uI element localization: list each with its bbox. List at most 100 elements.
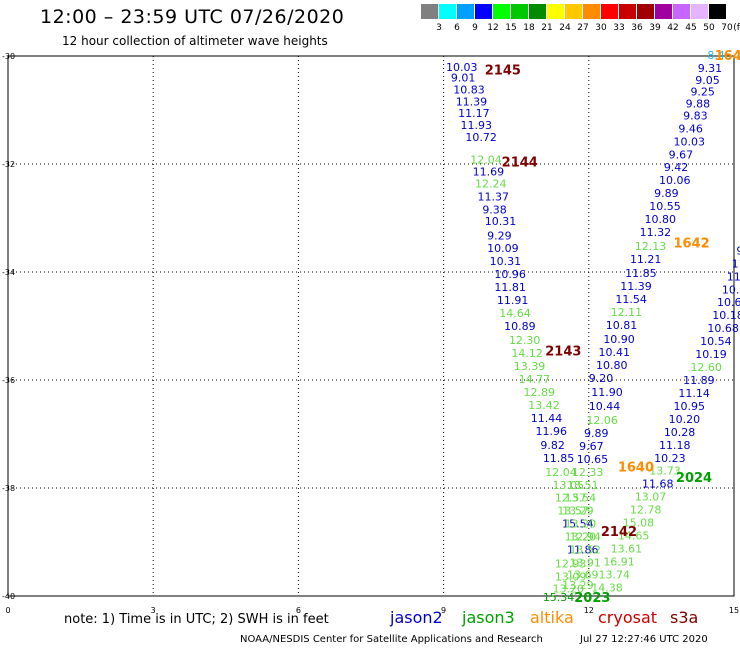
wave-height-value: 13.54 (565, 492, 597, 505)
scale-unit: (ft) (733, 23, 740, 33)
wave-height-value: 10.03 (674, 135, 706, 148)
pass-label-1640: 1640 (618, 460, 654, 475)
wave-height-value: 13.07 (635, 491, 667, 504)
wave-height-value: 12.04 (545, 466, 577, 479)
wave-height-value: 10.20 (669, 413, 701, 426)
wave-height-value: 13.29 (562, 579, 594, 592)
wave-height-value: 10.19 (695, 348, 727, 361)
wave-height-value: 13.20 (565, 518, 597, 531)
lon-tick-label: 9 (441, 606, 446, 615)
lon-tick-label: 3 (151, 606, 156, 615)
wave-height-value: 9.46 (678, 122, 703, 135)
lat-tick-label: -40 (2, 592, 15, 601)
scale-swatch-6 (439, 4, 456, 19)
wave-height-value: 10.31 (490, 255, 521, 268)
wave-height-value: 10.68 (707, 322, 739, 335)
wave-height-value: 13.52 (569, 544, 601, 557)
lon-tick-label: 15 (729, 606, 739, 615)
scale-label: 30 (595, 23, 607, 33)
scale-label: 39 (649, 23, 661, 33)
wave-height-value: 13.29 (562, 505, 594, 518)
wave-height-value: 13.05 (553, 479, 585, 492)
pass-label-2024: 2024 (676, 471, 712, 486)
wave-height-value: 14.12 (511, 347, 543, 360)
wave-height-value: 13.57 (557, 505, 589, 518)
scale-swatch-15 (493, 4, 510, 19)
wave-height-value: 11.21 (630, 253, 662, 266)
scale-label: 6 (454, 23, 460, 33)
wave-height-value: 10.18 (712, 309, 740, 322)
wave-height-value: 12.30 (509, 334, 541, 347)
wave-height-value: 10.55 (649, 200, 681, 213)
scale-label: 3 (436, 23, 442, 33)
wave-height-value: 10.28 (664, 426, 696, 439)
wave-height-value: 11.05 (727, 270, 740, 283)
wave-height-value: 10.41 (598, 346, 630, 359)
footer-timestamp: Jul 27 12:27:46 UTC 2020 (580, 634, 708, 645)
scale-swatch-24 (547, 4, 564, 19)
scale-label: 15 (505, 23, 517, 33)
scale-label: 27 (577, 23, 589, 33)
wave-height-value: 15.34 (543, 591, 575, 604)
scale-label: 18 (523, 23, 535, 33)
wave-height-value: 9.83 (683, 109, 708, 122)
wave-height-value: 9.20 (589, 372, 614, 385)
wave-height-value: 10.80 (596, 359, 628, 372)
wave-height-value: 11.89 (683, 374, 715, 387)
wave-height-value: 10.95 (674, 400, 706, 413)
pass-label-2145: 2145 (485, 64, 521, 79)
lon-tick-label: 6 (296, 606, 301, 615)
wave-height-value: 11.54 (615, 293, 647, 306)
wave-height-value: 9 (736, 244, 740, 257)
wave-height-value: 12.33 (572, 466, 604, 479)
wave-height-value: 10.89 (504, 320, 535, 333)
pass-label-2142: 2142 (601, 525, 637, 540)
wave-height-value: 13.20 (565, 531, 597, 544)
wave-height-value: 12.94 (569, 531, 601, 544)
pass-label-2143: 2143 (545, 344, 581, 359)
scale-label: 24 (559, 23, 571, 33)
wave-height-value: 10.06 (659, 174, 691, 187)
scale-swatch-27 (565, 4, 582, 19)
wave-height-value: 9.88 (686, 98, 711, 111)
wave-height-value: 12.89 (523, 386, 555, 399)
wave-height-value: 16.91 (603, 555, 635, 568)
scale-label: 70 (721, 23, 733, 33)
wave-height-value: 14.77 (519, 373, 551, 386)
wave-height-value: 13.39 (514, 360, 546, 373)
wave-height-value: 10.81 (606, 319, 638, 332)
wave-height-value: 12.60 (690, 361, 722, 374)
scale-label: 12 (487, 23, 499, 33)
wave-height-value: 14.38 (591, 581, 623, 594)
lat-tick-label: -30 (2, 52, 15, 61)
legend-cryosat: cryosat (598, 608, 658, 627)
wave-height-value: 10.72 (465, 131, 497, 144)
scale-swatch-3 (421, 4, 438, 19)
wave-height-value: 13.09 (555, 571, 587, 584)
wave-height-value: 10.43 (722, 283, 740, 296)
scale-label: 50 (703, 23, 715, 33)
wave-height-value: 11.85 (543, 452, 575, 465)
wave-height-value: 11.37 (477, 190, 509, 203)
wave-height-value: 11.17 (458, 107, 490, 120)
wave-height-value: 12.93 (555, 558, 587, 571)
scale-swatch-9 (457, 4, 474, 19)
wave-height-value: 13.61 (611, 542, 643, 555)
lat-tick-label: -36 (2, 376, 15, 385)
wave-height-value: 9.67 (579, 440, 604, 453)
wave-height-value: 11.85 (625, 267, 657, 280)
wave-height-value: 10.31 (485, 215, 517, 228)
wave-height-value: 9.38 (482, 203, 507, 216)
wave-height-value: 10.67 (717, 296, 740, 309)
wave-height-value: 12.13 (635, 240, 667, 253)
wave-height-value: 11.81 (494, 281, 526, 294)
wave-height-value: 9.67 (669, 148, 694, 161)
plot-frame (7, 55, 735, 597)
wave-height-value: 10.09 (487, 242, 519, 255)
wave-height-value: 12.78 (630, 504, 662, 517)
scale-label: 33 (613, 23, 625, 33)
legend-jason3: jason3 (462, 608, 515, 627)
footer-credit: NOAA/NESDIS Center for Satellite Applica… (240, 634, 543, 645)
lon-tick-label: 12 (584, 606, 594, 615)
